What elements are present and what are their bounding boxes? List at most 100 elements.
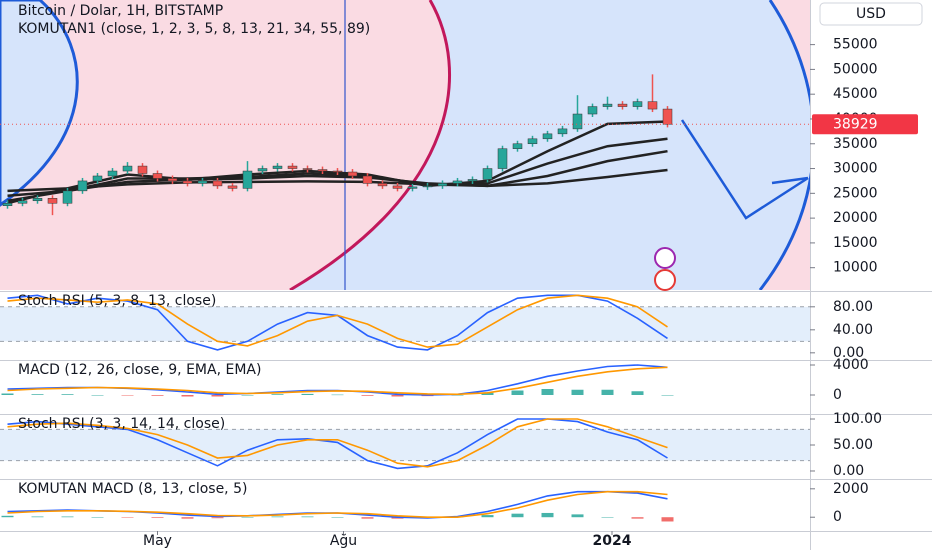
y-tick-label: 30000 (833, 161, 878, 177)
candle-body (167, 178, 178, 182)
pane-title: Stoch RSI (3, 3, 14, 14, close) (18, 416, 225, 432)
y-tick-label: 35000 (833, 136, 878, 152)
candle-body (272, 165, 283, 169)
currency-button[interactable] (819, 2, 923, 26)
candle-body (302, 168, 313, 170)
x-tick-label: Ağu (330, 533, 357, 549)
candle-body (152, 173, 163, 179)
y-tick-label: 25000 (833, 185, 878, 201)
candle-body (467, 179, 478, 182)
y-tick-label: 10000 (833, 260, 878, 276)
histogram-bar (241, 517, 254, 518)
candle-body (527, 138, 538, 145)
pane-title: Stoch RSI (5, 3, 8, 13, close) (18, 293, 216, 309)
histogram-bar (601, 389, 614, 395)
histogram-bar (181, 517, 194, 519)
candle-body (362, 175, 373, 184)
y-tick-label: 20000 (833, 210, 878, 226)
indicator-line (7, 418, 668, 470)
histogram-bar (511, 513, 524, 518)
candle-body (647, 101, 658, 110)
candle-body (632, 101, 643, 107)
background (0, 0, 810, 290)
indicator-line (7, 366, 668, 396)
histogram-bar (211, 395, 224, 397)
histogram-bar (511, 390, 524, 395)
histogram-bar (601, 517, 614, 518)
pane-title: MACD (12, 26, close, 9, EMA, EMA) (18, 362, 261, 378)
candle-body (347, 171, 358, 177)
candle-body (407, 186, 418, 189)
histogram-bar (241, 395, 254, 396)
candle-body (227, 185, 238, 189)
histogram-bar (331, 517, 344, 518)
candle-body (542, 133, 553, 140)
histogram-bar (391, 395, 404, 397)
histogram-bar (631, 391, 644, 395)
histogram-bar (271, 394, 284, 395)
candle-body (287, 165, 298, 169)
x-tick-label: May (143, 533, 172, 549)
histogram-bar (451, 395, 464, 396)
candle-body (392, 185, 403, 189)
histogram-bar (151, 395, 164, 396)
histogram-bar (151, 517, 164, 518)
candle-body (482, 168, 493, 180)
histogram-bar (31, 516, 44, 518)
pane-title: KOMUTAN MACD (8, 13, close, 5) (18, 481, 247, 497)
candle-body (137, 165, 148, 174)
moving-average (7, 149, 668, 198)
histogram-bar (571, 389, 584, 395)
histogram-bar (481, 392, 494, 395)
candle-body (107, 170, 118, 177)
candle-body (617, 103, 628, 107)
histogram-bar (121, 517, 134, 518)
candle-body (47, 198, 58, 204)
candle-body (317, 169, 328, 172)
icons (654, 247, 676, 291)
indicator-line (7, 490, 668, 518)
histogram-bar (361, 395, 374, 396)
histogram-bar (301, 393, 314, 395)
histogram-bar (211, 517, 224, 519)
moving-average (7, 168, 668, 193)
candle-body (32, 198, 43, 202)
histogram-bar (571, 514, 584, 518)
histogram-bar (1, 393, 14, 395)
candle-body (17, 200, 28, 204)
histogram-bar (481, 515, 494, 518)
histogram-bar (361, 517, 374, 519)
chart-subtitle: KOMUTAN1 (close, 1, 2, 3, 5, 8, 13, 21, … (18, 21, 370, 37)
histogram-bar (61, 394, 74, 395)
indicator-line (7, 294, 668, 348)
band (0, 306, 810, 342)
currency[interactable]: USD (856, 6, 886, 22)
histogram-bar (661, 395, 674, 396)
candle-body (497, 148, 508, 169)
candle-body (572, 113, 583, 130)
candle-body (557, 128, 568, 135)
candle-body (77, 180, 88, 192)
histogram-bar (661, 517, 674, 522)
y-tick-label: 0.00 (833, 463, 864, 479)
y-tick-label: 0 (833, 387, 842, 403)
histogram-bar (541, 512, 554, 518)
y-tick-label: 2000 (833, 481, 869, 497)
histogram-bar (31, 394, 44, 395)
indicator-line (7, 418, 668, 468)
y-tick-label: 0.00 (833, 345, 864, 361)
candle-body (377, 183, 388, 187)
histogram-bar (271, 516, 284, 518)
candle-body (257, 168, 268, 172)
band (0, 429, 810, 461)
chart-title: Bitcoin / Dolar, 1H, BITSTAMP (18, 3, 223, 19)
candle-body (92, 175, 103, 182)
candle-body (242, 170, 253, 189)
candle-body (422, 185, 433, 188)
histogram-bar (301, 516, 314, 518)
plot (2, 74, 673, 216)
candle-body (2, 202, 13, 206)
